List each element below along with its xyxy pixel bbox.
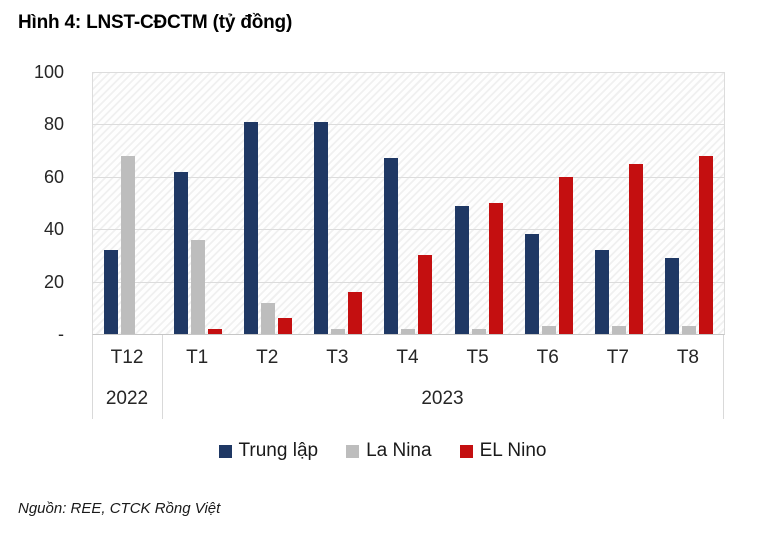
bar-el-nino-t6 [558, 177, 573, 334]
bar-trung-lap-t3 [314, 122, 329, 334]
bar-la-nina-t7 [611, 326, 626, 334]
x-tick-label-t7: T7 [606, 347, 629, 368]
legend-label: Trung lập [238, 440, 319, 461]
x-axis: T12 T1 T2 T3 T4 T5 T6 T7 T8 [92, 347, 723, 369]
y-tick-label-40: 40 [43, 219, 64, 240]
axis-separator-2022-2023 [162, 335, 163, 419]
legend-label: La Nina [366, 440, 432, 461]
bar-el-nino-t2 [278, 318, 293, 334]
plot-area [92, 72, 725, 335]
bar-group-t12 [93, 72, 163, 334]
year-label-2023: 2023 [421, 388, 464, 409]
bar-group-t7 [584, 72, 654, 334]
bar-trung-lap-t8 [664, 258, 679, 334]
bar-la-nina-t12 [121, 156, 136, 334]
bar-trung-lap-t2 [244, 122, 259, 334]
year-label-2022: 2022 [105, 388, 149, 409]
y-tick-label-0: - [58, 324, 64, 344]
gridline-20 [93, 281, 724, 283]
bar-groups [93, 72, 724, 334]
axis-separator-left [92, 335, 93, 419]
x-tick-label-t3: T3 [326, 347, 349, 368]
legend-swatch-la-nina [346, 444, 360, 458]
bar-group-t4 [373, 72, 443, 334]
y-tick-label-80: 80 [43, 114, 64, 135]
x-axis-year-row: 2022 2023 [92, 388, 723, 416]
bar-trung-lap-t12 [104, 250, 119, 334]
x-tick-label-t1: T1 [186, 347, 209, 368]
legend-swatch-trung-lap [218, 444, 232, 458]
gridline-40 [93, 229, 724, 231]
bar-group-t1 [163, 72, 233, 334]
bar-group-t2 [233, 72, 303, 334]
y-tick-label-60: 60 [43, 166, 64, 187]
bar-el-nino-t7 [628, 164, 643, 334]
bar-trung-lap-t4 [384, 158, 399, 334]
x-tick-label-t6: T6 [536, 347, 559, 368]
y-axis: - 20 40 60 80 100 [0, 63, 66, 343]
bar-la-nina-t6 [541, 326, 556, 334]
axis-separator-right [723, 335, 724, 419]
bar-trung-lap-t6 [524, 234, 539, 334]
bar-el-nino-t3 [348, 292, 363, 334]
bar-la-nina-t3 [331, 329, 346, 334]
bar-el-nino-t8 [698, 156, 713, 334]
bar-trung-lap-t5 [454, 206, 469, 334]
bar-group-t3 [303, 72, 373, 334]
legend-label: EL Nino [479, 440, 547, 461]
y-tick-label-20: 20 [43, 271, 64, 292]
bar-trung-lap-t1 [174, 172, 189, 334]
gridline-60 [93, 176, 724, 178]
legend: Trung lập La Nina EL Nino [0, 440, 765, 462]
y-tick-label-100: 100 [33, 62, 64, 82]
bar-la-nina-t8 [681, 326, 696, 334]
x-tick-label-t5: T5 [466, 347, 489, 368]
bar-la-nina-t2 [261, 303, 276, 334]
bar-group-t6 [514, 72, 584, 334]
x-tick-label-t4: T4 [396, 347, 419, 368]
bar-trung-lap-t7 [594, 250, 609, 334]
legend-item-trung-lap: Trung lập [218, 440, 319, 462]
gridline-80 [93, 124, 724, 126]
bar-la-nina-t5 [471, 329, 486, 334]
figure-title: Hình 4: LNST-CĐCTM (tỷ đồng) [18, 12, 293, 33]
bar-el-nino-t5 [488, 203, 503, 334]
bar-el-nino-t4 [418, 255, 433, 334]
bar-group-t8 [654, 72, 724, 334]
legend-item-el-nino: EL Nino [459, 440, 547, 462]
bar-la-nina-t4 [401, 329, 416, 334]
gridline-100 [93, 72, 724, 73]
bar-group-t5 [444, 72, 514, 334]
x-tick-label-t8: T8 [676, 347, 700, 368]
x-tick-label-t12: T12 [110, 347, 144, 368]
legend-swatch-el-nino [459, 444, 473, 458]
bar-la-nina-t1 [191, 240, 206, 334]
legend-item-la-nina: La Nina [346, 440, 432, 462]
bar-el-nino-t1 [208, 329, 223, 334]
x-tick-label-t2: T2 [256, 347, 279, 368]
source-note: Nguồn: REE, CTCK Rồng Việt [18, 500, 221, 517]
